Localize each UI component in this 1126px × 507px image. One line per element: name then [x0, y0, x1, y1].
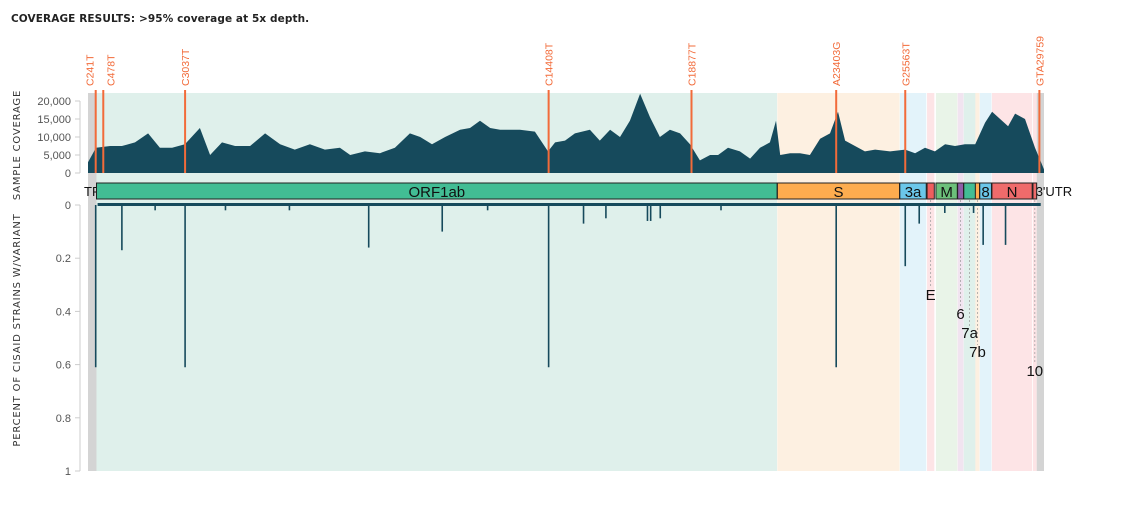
gene-bar [974, 182, 981, 200]
gene-label: 7b [969, 344, 986, 361]
gene-bar [991, 182, 1033, 200]
gene-region-bg [88, 93, 97, 471]
gene-label: ORF1ab [408, 184, 465, 201]
gene-bar [963, 182, 976, 200]
mutation-label: C241T [85, 54, 97, 86]
gene-label: E [926, 287, 936, 304]
variant-y-tick-label: 0 [65, 200, 71, 212]
gene-label: 8 [981, 184, 989, 201]
coverage-y-tick-label: 5,000 [43, 150, 71, 162]
gene-label: 6 [956, 306, 964, 323]
variant-y-tick-label: 0.2 [56, 253, 71, 265]
gene-bar [1032, 182, 1038, 200]
variant-y-label: PERCENT OF CISAID STRAINS W/VARIANT [12, 213, 23, 446]
coverage-y-tick-label: 15,000 [37, 114, 71, 126]
chart-title: COVERAGE RESULTS: >95% coverage at 5x de… [11, 13, 310, 25]
coverage-y-tick-label: 20,000 [37, 96, 71, 108]
gene-region-bg [979, 93, 992, 471]
mutation-label: G25563T [900, 42, 912, 86]
mutation-label: C3037T [180, 48, 192, 86]
gene-label: 3a [905, 184, 922, 201]
gene-label: M [940, 184, 953, 201]
variant-y-tick-label: 0.6 [56, 360, 71, 372]
coverage-y-label: SAMPLE COVERAGE [12, 90, 23, 200]
coverage-y-tick-label: 0 [65, 168, 71, 180]
gene-label: 7a [961, 325, 978, 342]
mutation-label: C18877T [686, 42, 698, 86]
gene-bar [926, 182, 935, 200]
gene-label: 10 [1026, 363, 1043, 380]
mutation-label: C14408T [544, 42, 556, 86]
mutation-label: A23403G [831, 42, 843, 86]
mutation-label: GTA29759 [1034, 36, 1046, 86]
gene-label: 3'UTR [1036, 184, 1072, 199]
gene-label: S [833, 184, 843, 201]
coverage-y-tick-label: 10,000 [37, 132, 71, 144]
coverage-area [88, 93, 1044, 173]
mutation-label: C478T [105, 54, 117, 86]
variant-y-tick-label: 0.4 [56, 306, 71, 318]
gene-bar [899, 182, 927, 200]
gene-bar [957, 182, 965, 200]
variant-y-tick-label: 0.8 [56, 413, 71, 425]
variant-y-tick-label: 1 [65, 466, 71, 478]
gene-region-bg [1036, 93, 1044, 471]
variant-baseline [97, 203, 1041, 206]
gene-label: N [1007, 184, 1018, 201]
